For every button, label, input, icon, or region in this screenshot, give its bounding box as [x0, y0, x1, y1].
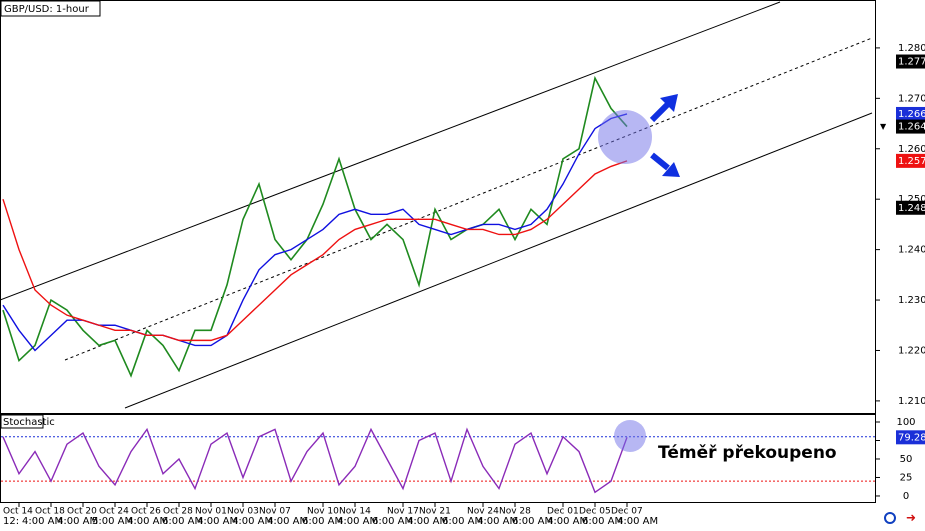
- price-label: 1.2644: [898, 122, 925, 133]
- x-tick-label: Nov 24: [467, 507, 499, 517]
- y-tick-label: 1.2700: [898, 93, 925, 104]
- y-tick-label: 1.2200: [898, 345, 925, 356]
- time-label: 12:: [3, 516, 19, 527]
- time-label: 4:00 AM: [22, 516, 63, 527]
- y-tick-label: 1.2400: [898, 245, 925, 256]
- price-label: 1.2576: [898, 156, 925, 167]
- x-tick-label: Oct 20: [67, 507, 97, 517]
- y-tick-label: 1.2100: [898, 396, 925, 407]
- y-tick-label: 50: [900, 454, 913, 465]
- arrow-up: [649, 94, 678, 123]
- x-tick-label: Oct 26: [131, 507, 161, 517]
- time-label: 6:00 AM: [582, 516, 623, 527]
- time-label: 6:00 AM: [512, 516, 553, 527]
- x-tick-label: Nov 07: [259, 507, 291, 517]
- chart-title: GBP/USD: 1-hour: [4, 4, 90, 15]
- x-tick-label: Oct 28: [163, 507, 193, 517]
- time-label: 6:00 AM: [442, 516, 483, 527]
- x-tick-label: Nov 10: [307, 507, 339, 517]
- time-label: 5:00 AM: [92, 516, 133, 527]
- y-tick-label: 1.2600: [898, 144, 925, 155]
- channel-lower: [124, 112, 873, 409]
- series-line: [2, 160, 628, 342]
- svg-text:➜: ➜: [906, 511, 916, 525]
- x-tick-label: Nov 28: [499, 507, 531, 517]
- x-tick-label: Oct 14: [3, 507, 33, 517]
- highlight-circle: [598, 110, 652, 164]
- time-label: 4:00 AM: [477, 516, 518, 527]
- price-label-box: [896, 200, 925, 215]
- time-label: 4:00 AM: [267, 516, 308, 527]
- y-tick-label: 1.2300: [898, 295, 925, 306]
- title-box: [0, 0, 101, 17]
- value-label: 79.28: [898, 432, 925, 443]
- y-tick-label: 1.2800: [898, 43, 925, 54]
- price-marker: ▼: [880, 122, 887, 131]
- stoch-title: Stochastic: [3, 417, 55, 428]
- plot-layer: 1.2100 1.2200 1.2300 1.2400 1.2500 1.2600 1.27…: [1, 43, 925, 527]
- value-label-box: [896, 430, 925, 445]
- stoch-frame: [0, 414, 876, 503]
- time-label: 6:00 AM: [302, 516, 343, 527]
- highlight-circle: [614, 420, 646, 452]
- price-label-box: [896, 153, 925, 168]
- main-frame: [0, 0, 876, 414]
- x-tick-label: Nov 21: [419, 507, 451, 517]
- price-label-box: [896, 54, 925, 69]
- price-label: 1.2669: [898, 109, 925, 120]
- corner-icons: ➜: [884, 511, 916, 525]
- price-label-box: [896, 119, 925, 134]
- x-tick-label: Nov 17: [387, 507, 419, 517]
- y-tick-label: 0: [903, 491, 909, 502]
- x-tick-label: Dec 07: [611, 507, 643, 517]
- x-tick-label: Nov 03: [227, 507, 259, 517]
- time-label: 4:00 AM: [127, 516, 168, 527]
- series-line: [2, 75, 628, 378]
- x-tick-label: Dec 01: [547, 507, 579, 517]
- x-tick-label: Oct 24: [99, 507, 129, 517]
- time-label: 4:00 AM: [197, 516, 238, 527]
- y-tick-label: 25: [900, 472, 913, 483]
- x-tick-label: Oct 18: [35, 507, 65, 517]
- price-label: 1.2773: [898, 57, 925, 68]
- time-label: 6:00 AM: [372, 516, 413, 527]
- price-label: 1.2483: [898, 203, 925, 214]
- series-line: [2, 427, 628, 494]
- time-label: 4:00 AM: [232, 516, 273, 527]
- time-label: 4:00 AM: [57, 516, 98, 527]
- time-label: 4:00 AM: [617, 516, 658, 527]
- time-label: 6:00 AM: [162, 516, 203, 527]
- series-line: [2, 113, 628, 352]
- y-tick-label: 100: [896, 417, 915, 428]
- x-tick-label: Dec 05: [579, 507, 611, 517]
- stoch-title-box: [0, 414, 44, 429]
- arrow-down: [650, 152, 680, 177]
- time-label: 4:00 AM: [407, 516, 448, 527]
- time-label: 4:00 AM: [337, 516, 378, 527]
- x-tick-label: Nov 14: [339, 507, 371, 517]
- y-tick-label: 1.2500: [898, 194, 925, 205]
- time-label: 4:00 AM: [547, 516, 588, 527]
- channel-middle: [64, 37, 873, 361]
- x-tick-label: Nov 01: [195, 507, 227, 517]
- price-label-box: [896, 106, 925, 121]
- annotation: Téměř překoupeno: [658, 443, 837, 463]
- channel-upper: [0, 1, 781, 301]
